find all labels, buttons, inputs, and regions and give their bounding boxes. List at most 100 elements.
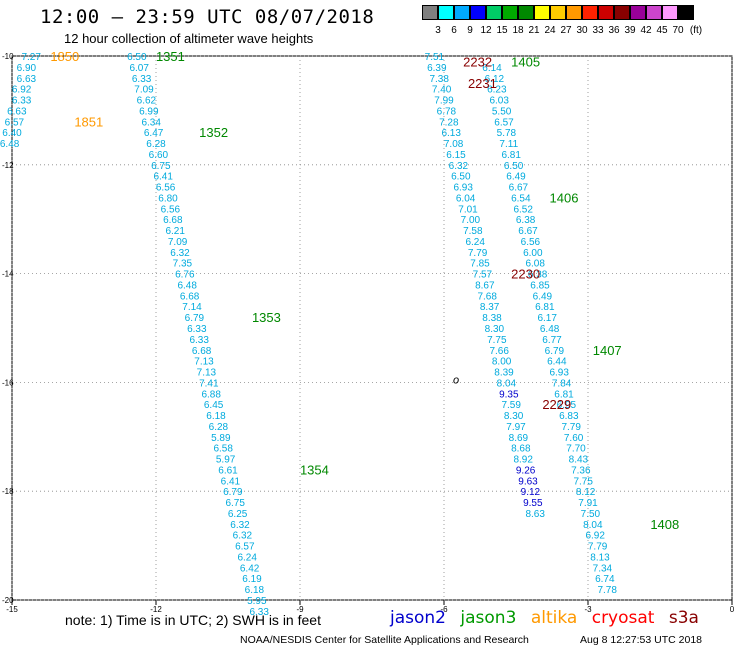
x-tick-label: 0 (730, 605, 735, 614)
legend-jason2: jason2 (390, 608, 446, 628)
wave-height-value: 5.89 (211, 433, 231, 444)
wave-height-value: 6.15 (446, 150, 466, 161)
wave-height-value: 6.81 (535, 302, 555, 313)
wave-height-value: 6.60 (149, 150, 169, 161)
wave-height-value: 6.67 (509, 183, 529, 194)
wave-height-value: 7.38 (429, 74, 449, 85)
map-marker: o (453, 375, 459, 387)
wave-height-value: 6.93 (549, 368, 569, 379)
wave-height-value: 6.68 (163, 215, 183, 226)
legend-cryosat: cryosat (591, 608, 655, 628)
wave-height-value: 6.34 (141, 117, 161, 128)
color-swatch (454, 5, 470, 20)
wave-height-value: 6.32 (170, 248, 190, 259)
wave-height-value: 6.47 (144, 128, 164, 139)
wave-height-value: 6.48 (540, 324, 560, 335)
wave-height-value: 6.40 (2, 128, 22, 139)
wave-height-value: 6.25 (228, 509, 248, 520)
legend-jason3: jason3 (460, 608, 517, 628)
wave-height-value: 5.50 (492, 106, 512, 117)
color-swatch (502, 5, 518, 20)
color-swatch (486, 5, 502, 20)
wave-height-value: 8.37 (480, 302, 500, 313)
wave-height-value: 7.58 (463, 226, 483, 237)
wave-height-value: 8.63 (525, 509, 545, 520)
color-scale-label: 70 (672, 25, 684, 36)
wave-height-value: 7.68 (477, 291, 497, 302)
wave-height-value: 6.28 (146, 139, 166, 150)
wave-height-value: 8.00 (492, 357, 512, 368)
color-swatch (598, 5, 614, 20)
wave-height-value: 6.33 (249, 607, 269, 618)
wave-height-value: 7.13 (194, 357, 214, 368)
color-scale-label: 24 (544, 25, 556, 36)
pass-number-label: 1353 (252, 310, 281, 325)
pass-number-label: 2231 (468, 76, 497, 91)
color-swatch (518, 5, 534, 20)
color-scale-label: 30 (576, 25, 588, 36)
wave-height-value: 6.44 (547, 357, 567, 368)
wave-height-value: 7.09 (168, 237, 188, 248)
wave-height-value: 6.23 (487, 85, 507, 96)
wave-height-value: 6.39 (427, 63, 447, 74)
plot-frame (11, 55, 733, 601)
wave-height-value: 7.85 (470, 259, 490, 270)
color-scale-label: 21 (528, 25, 540, 36)
pass-number-label: 1851 (74, 114, 103, 129)
y-tick-label: -20 (2, 596, 14, 605)
wave-height-value: 5.78 (497, 128, 517, 139)
wave-height-value: 9.26 (516, 465, 536, 476)
color-swatch (582, 5, 598, 20)
wave-height-value: 6.79 (545, 346, 565, 357)
wave-height-value: 6.07 (129, 63, 149, 74)
wave-height-value: 6.33 (187, 324, 207, 335)
wave-height-value: 6.81 (501, 150, 521, 161)
wave-height-value: 8.67 (475, 280, 495, 291)
wave-height-value: 9.12 (521, 487, 541, 498)
color-scale-label: 18 (512, 25, 524, 36)
pass-number-label: 1405 (511, 54, 540, 69)
wave-height-value: 6.50 (451, 172, 471, 183)
wave-height-value: 6.32 (449, 161, 469, 172)
wave-height-value: 7.35 (173, 259, 193, 270)
pass-number-label: 1351 (156, 49, 185, 64)
wave-height-value: 7.27 (21, 52, 41, 63)
wave-height-value: 8.68 (511, 444, 531, 455)
wave-height-value: 6.77 (542, 335, 562, 346)
color-swatch (630, 5, 646, 20)
wave-height-value: 7.11 (499, 139, 518, 150)
y-tick-label: -12 (2, 161, 14, 170)
wave-height-value: 6.92 (12, 85, 32, 96)
wave-height-value: 6.99 (139, 106, 159, 117)
color-scale-label: 45 (656, 25, 668, 36)
page-title: 12:00 – 23:59 UTC 08/07/2018 (40, 6, 375, 28)
wave-height-value: 6.48 (0, 139, 20, 150)
wave-height-value: 8.92 (513, 455, 533, 466)
wave-height-value: 8.39 (494, 368, 514, 379)
wave-height-value: 6.63 (7, 106, 27, 117)
color-scale-label: 36 (608, 25, 620, 36)
color-scale-label: 3 (435, 25, 441, 36)
wave-height-value: 6.61 (218, 465, 238, 476)
wave-height-value: 7.01 (458, 204, 478, 215)
color-swatch (438, 5, 454, 20)
color-scale-label: 15 (496, 25, 508, 36)
wave-height-value: 8.04 (583, 520, 603, 531)
wave-height-value: 8.69 (509, 433, 529, 444)
color-scale-label: 33 (592, 25, 604, 36)
wave-height-value: 6.54 (511, 193, 531, 204)
wave-height-value: 9.35 (499, 389, 519, 400)
wave-height-value: 7.79 (588, 542, 608, 553)
y-tick-label: -16 (2, 378, 14, 387)
color-swatch (534, 5, 550, 20)
satellite-legend: jason2 jason3 altika cryosat s3a (390, 608, 708, 628)
wave-height-value: 7.50 (581, 509, 601, 520)
x-tick-label: -3 (584, 605, 592, 614)
wave-height-value: 6.80 (158, 193, 178, 204)
wave-height-value: 8.04 (497, 378, 517, 389)
wave-height-value: 7.34 (593, 563, 613, 574)
wave-height-value: 6.33 (189, 335, 209, 346)
wave-height-value: 7.13 (197, 368, 217, 379)
wave-height-value: 5.95 (247, 596, 267, 607)
generation-timestamp: Aug 8 12:27:53 UTC 2018 (580, 634, 703, 646)
